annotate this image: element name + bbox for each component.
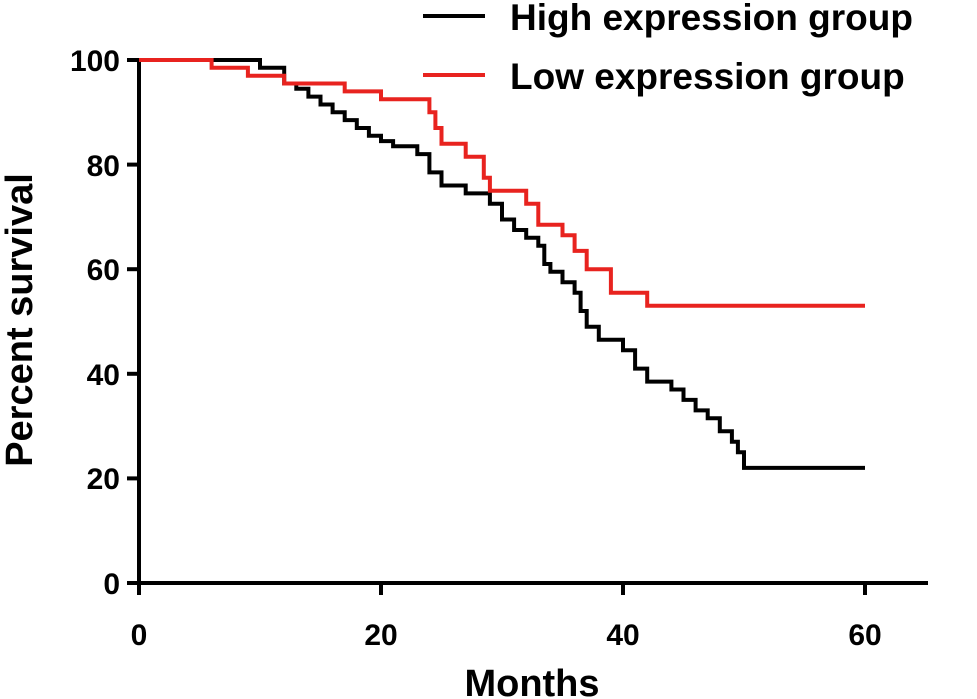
- x-tick-label-40: 40: [606, 619, 639, 652]
- legend: High expression group Low expression gro…: [423, 0, 913, 97]
- y-tick-label-60: 60: [87, 254, 120, 287]
- series-line-high-expression: [139, 58, 865, 470]
- x-tick-label-60: 60: [848, 619, 881, 652]
- legend-label-high: High expression group: [510, 0, 913, 38]
- y-axis-label: Percent survival: [0, 173, 41, 467]
- x-axis-ticks: [137, 583, 867, 595]
- legend-label-low: Low expression group: [510, 56, 905, 97]
- y-tick-label-40: 40: [87, 359, 120, 392]
- y-tick-label-20: 20: [87, 463, 120, 496]
- y-tick-label-100: 100: [70, 45, 120, 78]
- x-tick-label-20: 20: [364, 619, 397, 652]
- y-tick-label-80: 80: [87, 150, 120, 183]
- x-tick-label-0: 0: [131, 619, 148, 652]
- series-line-low-expression: [139, 58, 865, 308]
- y-axis-ticks: [127, 58, 139, 585]
- x-axis-label: Months: [464, 663, 599, 699]
- y-tick-label-0: 0: [103, 568, 120, 601]
